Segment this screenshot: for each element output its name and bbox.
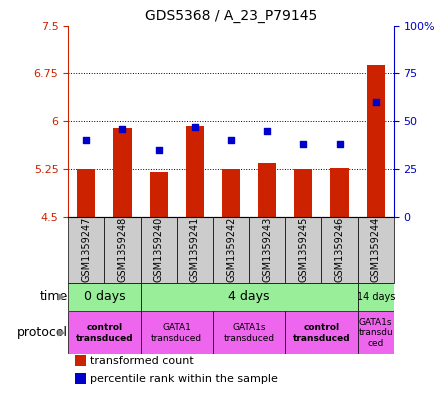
Bar — [77, 169, 95, 217]
Bar — [213, 311, 285, 354]
Bar — [358, 217, 394, 283]
Point — [300, 141, 307, 147]
Bar — [140, 217, 177, 283]
Text: GSM1359241: GSM1359241 — [190, 217, 200, 283]
Text: control
transduced: control transduced — [76, 323, 133, 343]
Text: control
transduced: control transduced — [293, 323, 350, 343]
Bar — [330, 168, 348, 217]
Bar — [249, 217, 285, 283]
Bar — [68, 283, 140, 311]
Bar — [222, 169, 240, 217]
Bar — [75, 373, 86, 384]
Text: GSM1359247: GSM1359247 — [81, 217, 91, 283]
Bar — [285, 217, 322, 283]
Bar — [294, 169, 312, 217]
Text: 0 days: 0 days — [84, 290, 125, 303]
Text: 14 days: 14 days — [356, 292, 395, 302]
Bar — [177, 217, 213, 283]
Text: GATA1s
transduced: GATA1s transduced — [224, 323, 275, 343]
Bar — [358, 283, 394, 311]
Bar — [285, 311, 358, 354]
Text: GSM1359243: GSM1359243 — [262, 217, 272, 283]
Text: GSM1359242: GSM1359242 — [226, 217, 236, 283]
Text: GATA1s
transdu
ced: GATA1s transdu ced — [358, 318, 393, 348]
Title: GDS5368 / A_23_P79145: GDS5368 / A_23_P79145 — [145, 9, 317, 23]
Text: GATA1
transduced: GATA1 transduced — [151, 323, 202, 343]
Bar — [322, 217, 358, 283]
Text: percentile rank within the sample: percentile rank within the sample — [90, 375, 278, 384]
Bar — [140, 311, 213, 354]
Text: time: time — [40, 290, 68, 303]
Bar — [140, 283, 358, 311]
Bar — [358, 311, 394, 354]
Bar — [68, 311, 140, 354]
Bar — [104, 217, 140, 283]
Bar — [150, 172, 168, 217]
Bar — [114, 128, 132, 217]
Point — [119, 126, 126, 132]
Text: GSM1359245: GSM1359245 — [298, 217, 308, 283]
Bar — [75, 355, 86, 366]
Point — [227, 137, 235, 143]
Text: 4 days: 4 days — [228, 290, 270, 303]
Text: GSM1359248: GSM1359248 — [117, 217, 128, 283]
Text: GSM1359240: GSM1359240 — [154, 217, 164, 283]
Point — [191, 124, 198, 130]
Bar — [367, 65, 385, 217]
Point — [264, 128, 271, 134]
Text: protocol: protocol — [17, 326, 68, 340]
Bar — [186, 126, 204, 217]
Text: GSM1359244: GSM1359244 — [371, 217, 381, 283]
Bar — [258, 163, 276, 217]
Text: GSM1359246: GSM1359246 — [334, 217, 345, 283]
Point — [336, 141, 343, 147]
Bar — [213, 217, 249, 283]
Point — [155, 147, 162, 153]
Text: transformed count: transformed count — [90, 356, 194, 366]
Bar — [68, 217, 104, 283]
Point — [372, 99, 379, 105]
Point — [83, 137, 90, 143]
